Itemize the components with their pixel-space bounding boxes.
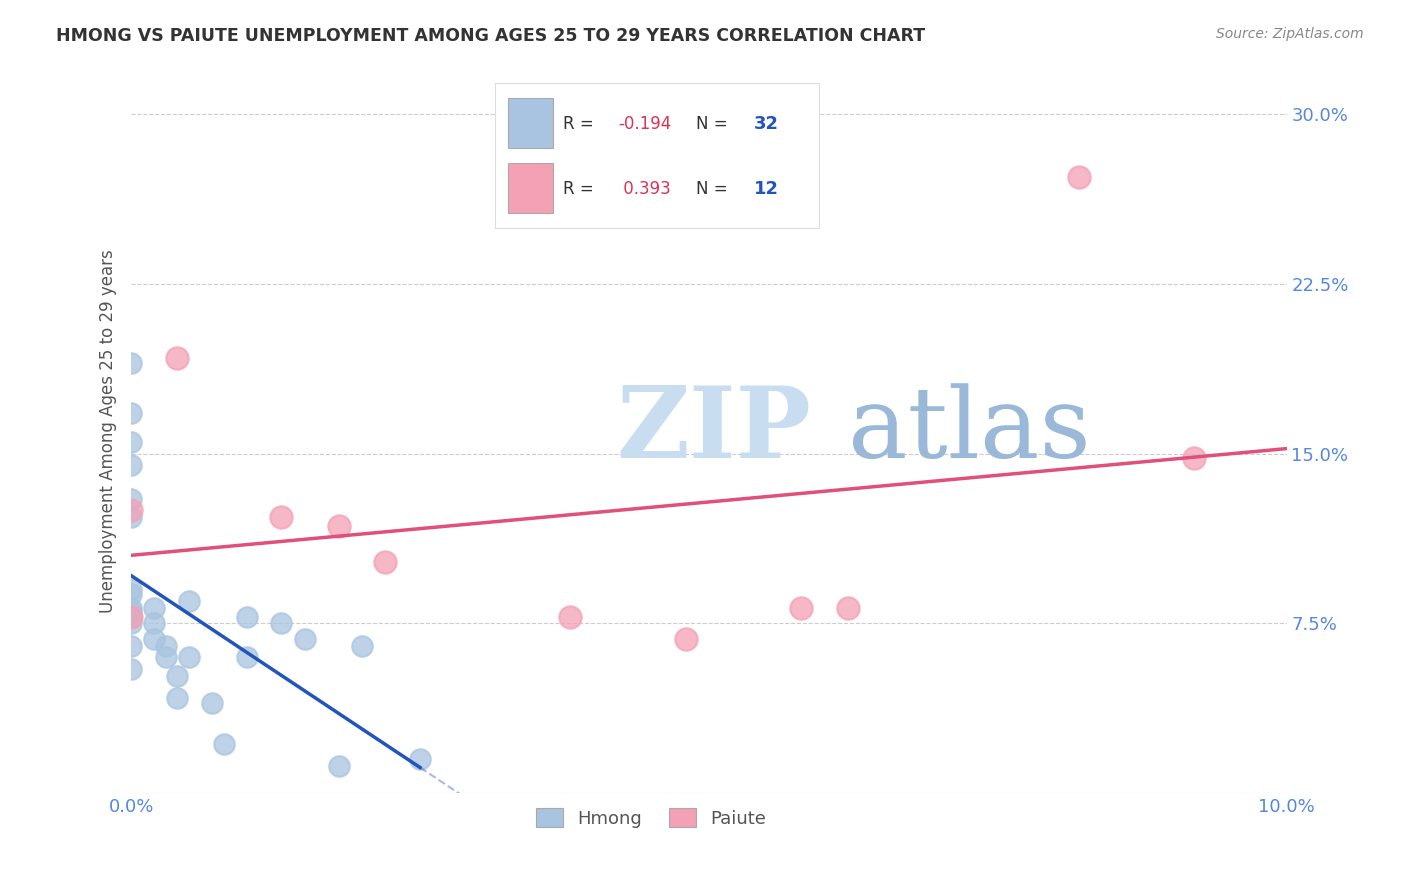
Point [270, 510, 292, 524]
Point [155, 650, 177, 665]
Point [120, 609, 142, 624]
Y-axis label: Unemployment Among Ages 25 to 29 years: Unemployment Among Ages 25 to 29 years [100, 249, 117, 613]
Point [120, 605, 142, 619]
Text: atlas: atlas [848, 383, 1090, 479]
Point [675, 632, 697, 647]
Text: HMONG VS PAIUTE UNEMPLOYMENT AMONG AGES 25 TO 29 YEARS CORRELATION CHART: HMONG VS PAIUTE UNEMPLOYMENT AMONG AGES … [56, 27, 925, 45]
Point [328, 519, 350, 533]
Point [120, 616, 142, 631]
Point [166, 351, 188, 366]
Point [120, 662, 142, 676]
Legend: Hmong, Paiute: Hmong, Paiute [529, 801, 773, 835]
Point [166, 691, 188, 706]
Point [120, 458, 142, 472]
Point [236, 650, 259, 665]
Point [409, 752, 432, 766]
Point [201, 696, 224, 710]
Point [790, 600, 813, 615]
Text: ZIP: ZIP [616, 383, 811, 479]
Point [374, 555, 396, 569]
Text: Source: ZipAtlas.com: Source: ZipAtlas.com [1216, 27, 1364, 41]
Point [143, 600, 166, 615]
Point [120, 503, 142, 517]
Point [120, 510, 142, 524]
Point [177, 594, 200, 608]
Point [143, 616, 166, 631]
Point [120, 491, 142, 506]
Point [1182, 451, 1205, 466]
Point [352, 639, 374, 653]
Point [1067, 170, 1090, 185]
Point [143, 632, 166, 647]
Point [120, 356, 142, 370]
Point [560, 609, 582, 624]
Point [294, 632, 316, 647]
Point [212, 737, 235, 751]
Point [120, 435, 142, 450]
Point [120, 582, 142, 597]
Point [120, 609, 142, 624]
Point [120, 600, 142, 615]
Point [155, 639, 177, 653]
Point [120, 587, 142, 601]
Point [328, 759, 350, 773]
Point [270, 616, 292, 631]
Point [120, 639, 142, 653]
Point [177, 650, 200, 665]
Point [166, 668, 188, 682]
Point [236, 609, 259, 624]
Point [837, 600, 859, 615]
Point [120, 406, 142, 420]
